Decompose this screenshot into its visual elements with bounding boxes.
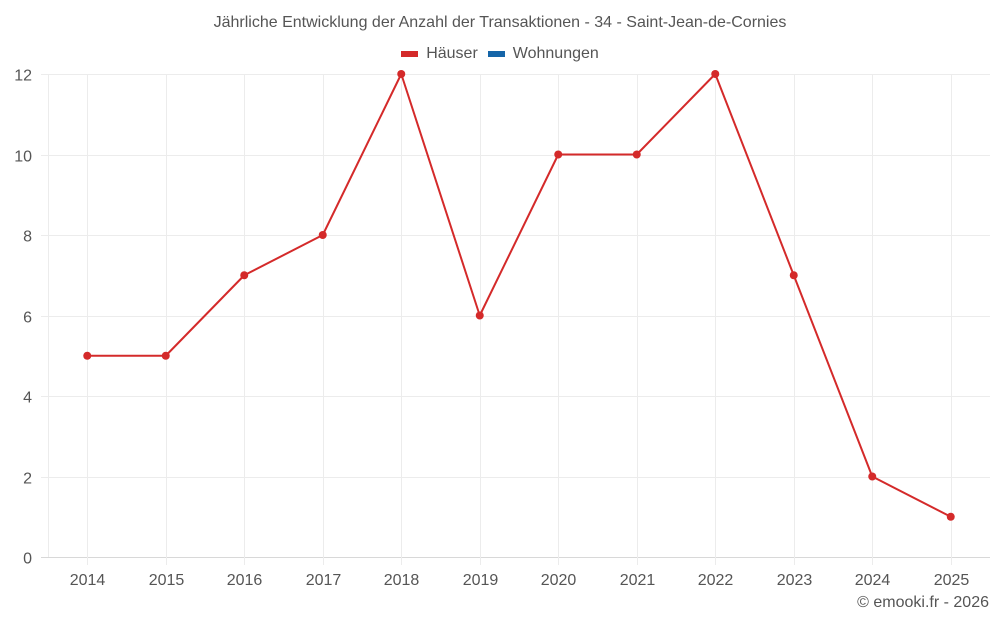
x-tick-label: 2025 <box>934 572 970 589</box>
x-tick-label: 2021 <box>620 572 656 589</box>
x-tick-label: 2019 <box>463 572 499 589</box>
x-tick-label: 2022 <box>698 572 734 589</box>
data-point[interactable] <box>554 150 563 159</box>
legend: Häuser Wohnungen <box>0 45 1000 63</box>
y-tick-label: 0 <box>23 551 32 568</box>
data-point[interactable] <box>868 472 877 481</box>
y-tick-label: 6 <box>23 310 32 327</box>
x-axis: 2014 2015 2016 2017 2018 2019 2020 2021 2022 2023… <box>70 572 970 589</box>
legend-label-wohnungen: Wohnungen <box>512 45 599 62</box>
data-point[interactable] <box>632 150 641 159</box>
y-tick-label: 12 <box>14 68 32 85</box>
x-tick-label: 2018 <box>384 572 420 589</box>
x-tick-label: 2016 <box>227 572 263 589</box>
data-point[interactable] <box>397 70 406 78</box>
data-point[interactable] <box>240 271 249 280</box>
y-axis: 0 2 4 6 8 10 12 <box>14 68 32 568</box>
credit-text: © emooki.fr - 2026 <box>857 594 989 611</box>
data-point[interactable] <box>789 271 798 280</box>
y-tick-label: 4 <box>23 390 32 407</box>
data-point[interactable] <box>946 512 955 521</box>
legend-item-haeuser[interactable]: Häuser <box>401 45 478 63</box>
grid <box>41 74 990 565</box>
legend-swatch-haeuser <box>401 51 419 57</box>
data-point[interactable] <box>475 311 484 320</box>
x-tick-label: 2014 <box>70 572 106 589</box>
legend-label-haeuser: Häuser <box>426 45 478 62</box>
x-tick-label: 2015 <box>149 572 185 589</box>
chart-title: Jährliche Entwicklung der Anzahl der Tra… <box>213 14 787 31</box>
legend-item-wohnungen[interactable]: Wohnungen <box>487 45 599 63</box>
x-tick-label: 2024 <box>855 572 891 589</box>
series-haeuser <box>83 70 955 521</box>
data-point[interactable] <box>83 351 92 360</box>
y-tick-label: 2 <box>23 471 32 488</box>
x-tick-label: 2017 <box>306 572 342 589</box>
data-point[interactable] <box>711 70 720 78</box>
data-point[interactable] <box>318 231 327 239</box>
y-tick-label: 8 <box>23 229 32 246</box>
y-tick-label: 10 <box>14 149 32 166</box>
legend-swatch-wohnungen <box>487 51 505 57</box>
x-tick-label: 2023 <box>777 572 813 589</box>
series-line <box>87 73 952 518</box>
x-tick-label: 2020 <box>541 572 577 589</box>
data-point[interactable] <box>161 351 170 360</box>
